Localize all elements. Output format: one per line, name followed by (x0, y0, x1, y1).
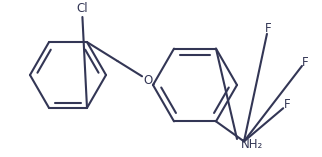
Text: F: F (265, 22, 271, 35)
Text: F: F (302, 56, 308, 68)
Text: F: F (284, 98, 290, 111)
Text: NH₂: NH₂ (241, 138, 263, 152)
Text: Cl: Cl (76, 3, 88, 16)
Text: O: O (143, 73, 153, 87)
